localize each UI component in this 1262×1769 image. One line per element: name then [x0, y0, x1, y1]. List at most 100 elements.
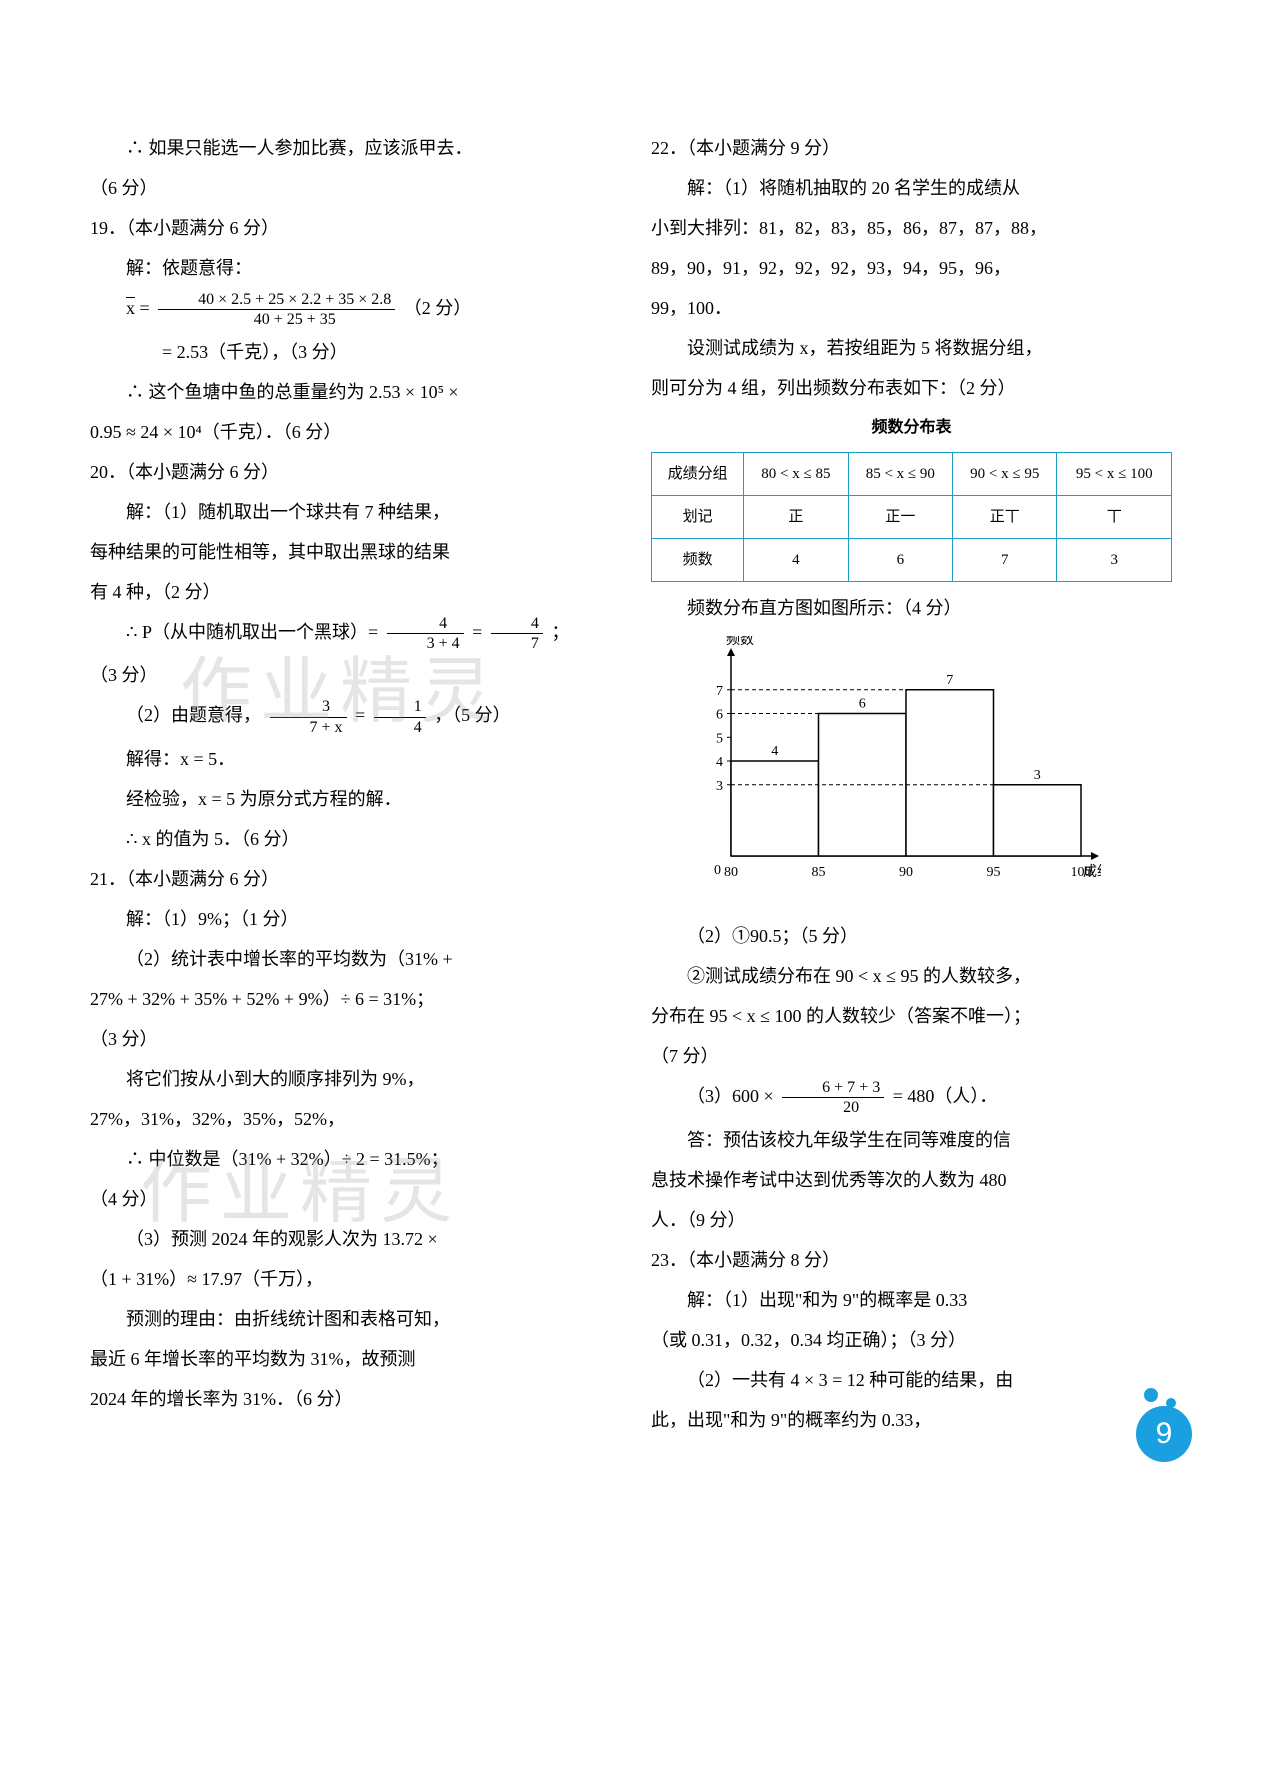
- text-line: 经检验，x = 5 为原分式方程的解．: [90, 781, 611, 817]
- formula-line: （3）600 × 6 + 7 + 3 20 = 480（人）．: [651, 1078, 1172, 1118]
- q19-heading: 19．（本小题满分 6 分）: [90, 210, 611, 246]
- frequency-table: 成绩分组 80 < x ≤ 85 85 < x ≤ 90 90 < x ≤ 95…: [651, 452, 1172, 582]
- table-header: 90 < x ≤ 95: [953, 453, 1057, 496]
- text-line: 解：（1）随机取出一个球共有 7 种结果，: [90, 494, 611, 530]
- text-line: （3 分）: [90, 1021, 611, 1057]
- formula-line: （2）由题意得， 3 7 + x = 1 4 ，（5 分）: [90, 697, 611, 737]
- table-row: 划记 正 正一 正丅 丅: [652, 496, 1172, 539]
- page-number-badge: 9: [1136, 1406, 1192, 1462]
- denominator: 3 + 4: [387, 634, 464, 653]
- svg-text:7: 7: [946, 673, 953, 688]
- text-line: （2）统计表中增长率的平均数为（31% +: [90, 941, 611, 977]
- svg-text:3: 3: [1034, 768, 1041, 783]
- svg-text:成绩/分: 成绩/分: [1083, 864, 1101, 880]
- formula-line: x = 40 × 2.5 + 25 × 2.2 + 35 × 2.8 40 + …: [90, 290, 611, 330]
- q23-heading: 23．（本小题满分 8 分）: [651, 1242, 1172, 1278]
- svg-text:频数: 频数: [726, 636, 754, 648]
- denominator: 7 + x: [270, 718, 347, 737]
- text-line: 将它们按从小到大的顺序排列为 9%，: [90, 1061, 611, 1097]
- fraction: 4 7: [491, 614, 543, 653]
- formula-suffix: = 480（人）．: [893, 1086, 998, 1106]
- q22-heading: 22．（本小题满分 9 分）: [651, 130, 1172, 166]
- denominator: 20: [782, 1098, 884, 1117]
- denominator: 40 + 25 + 35: [158, 310, 395, 329]
- svg-text:6: 6: [859, 697, 866, 712]
- svg-text:90: 90: [899, 865, 913, 880]
- svg-text:3: 3: [716, 779, 723, 794]
- svg-text:7: 7: [716, 684, 723, 699]
- fraction: 4 3 + 4: [387, 614, 464, 653]
- text-line: 人．（9 分）: [651, 1202, 1172, 1238]
- numerator: 4: [491, 614, 543, 634]
- text-line: （3）预测 2024 年的观影人次为 13.72 ×: [90, 1221, 611, 1257]
- text-line: ∴ 中位数是（31% + 32%）÷ 2 = 31.5%；: [90, 1141, 611, 1177]
- histogram-svg: 345674673808590951000频数成绩/分: [681, 636, 1101, 896]
- numerator: 3: [270, 697, 347, 717]
- formula-suffix: ；: [551, 622, 569, 642]
- fraction: 40 × 2.5 + 25 × 2.2 + 35 × 2.8 40 + 25 +…: [158, 290, 395, 329]
- svg-text:0: 0: [714, 863, 721, 878]
- right-column: 22．（本小题满分 9 分） 解：（1）将随机抽取的 20 名学生的成绩从 小到…: [651, 130, 1172, 1442]
- text-line: （2）①90.5；（5 分）: [651, 918, 1172, 954]
- histogram-chart: 345674673808590951000频数成绩/分: [681, 636, 1172, 908]
- svg-text:85: 85: [812, 865, 826, 880]
- formula-prefix: （2）由题意得，: [126, 705, 261, 725]
- text-line: 有 4 种，（2 分）: [90, 574, 611, 610]
- text-line: ②测试成绩分布在 90 < x ≤ 95 的人数较多，: [651, 958, 1172, 994]
- table-cell: 正: [744, 496, 848, 539]
- text-line: 99，100．: [651, 290, 1172, 326]
- text-line: （2）一共有 4 × 3 = 12 种可能的结果，由: [651, 1362, 1172, 1398]
- table-cell: 频数: [652, 539, 744, 582]
- fraction: 3 7 + x: [270, 697, 347, 736]
- table-title: 频数分布表: [651, 412, 1172, 444]
- svg-text:95: 95: [987, 865, 1001, 880]
- text-line: 解：（1）将随机抽取的 20 名学生的成绩从: [651, 170, 1172, 206]
- text-line: （6 分）: [90, 170, 611, 206]
- text-line: 解：（1）9%；（1 分）: [90, 901, 611, 937]
- text-line: 最近 6 年增长率的平均数为 31%，故预测: [90, 1341, 611, 1377]
- text-line: 则可分为 4 组，列出频数分布表如下：（2 分）: [651, 370, 1172, 406]
- text-line: 息技术操作考试中达到优秀等次的人数为 480: [651, 1162, 1172, 1198]
- table-header: 85 < x ≤ 90: [848, 453, 952, 496]
- two-column-layout: ∴ 如果只能选一人参加比赛，应该派甲去． （6 分） 19．（本小题满分 6 分…: [90, 130, 1172, 1442]
- text-line: （或 0.31，0.32，0.34 均正确）；（3 分）: [651, 1322, 1172, 1358]
- text-line: 频数分布直方图如图所示：（4 分）: [651, 590, 1172, 626]
- text-line: 设测试成绩为 x，若按组距为 5 将数据分组，: [651, 330, 1172, 366]
- text-line: ∴ x 的值为 5．（6 分）: [90, 821, 611, 857]
- text-line: 此，出现"和为 9"的概率约为 0.33，: [651, 1402, 1172, 1438]
- text-line: 预测的理由：由折线统计图和表格可知，: [90, 1301, 611, 1337]
- q20-heading: 20．（本小题满分 6 分）: [90, 454, 611, 490]
- q21-heading: 21．（本小题满分 6 分）: [90, 861, 611, 897]
- formula-prefix: （3）600 ×: [687, 1086, 778, 1106]
- equals: =: [472, 622, 487, 642]
- text-line: 分布在 95 < x ≤ 100 的人数较少（答案不唯一）；: [651, 998, 1172, 1034]
- fraction: 1 4: [374, 697, 426, 736]
- text-line: 27% + 32% + 35% + 52% + 9%）÷ 6 = 31%；: [90, 981, 611, 1017]
- table-cell: 划记: [652, 496, 744, 539]
- text-line: 答：预估该校九年级学生在同等难度的信: [651, 1122, 1172, 1158]
- text-line: ∴ 如果只能选一人参加比赛，应该派甲去．: [90, 130, 611, 166]
- numerator: 4: [387, 614, 464, 634]
- svg-text:4: 4: [716, 755, 723, 770]
- denominator: 7: [491, 634, 543, 653]
- equals: =: [355, 705, 370, 725]
- text-line: 解：（1）出现"和为 9"的概率是 0.33: [651, 1282, 1172, 1318]
- formula-line: ∴ P（从中随机取出一个黑球）= 4 3 + 4 = 4 7 ；: [90, 614, 611, 654]
- table-cell: 正一: [848, 496, 952, 539]
- table-cell: 正丅: [953, 496, 1057, 539]
- table-cell: 4: [744, 539, 848, 582]
- svg-text:6: 6: [716, 708, 723, 723]
- left-column: ∴ 如果只能选一人参加比赛，应该派甲去． （6 分） 19．（本小题满分 6 分…: [90, 130, 611, 1442]
- text-line: 小到大排列：81，82，83，85，86，87，87，88，: [651, 210, 1172, 246]
- table-header: 80 < x ≤ 85: [744, 453, 848, 496]
- text-line: （7 分）: [651, 1038, 1172, 1074]
- text-line: （4 分）: [90, 1181, 611, 1217]
- formula-suffix: ，（5 分）: [434, 705, 511, 725]
- svg-text:4: 4: [771, 744, 778, 759]
- denominator: 4: [374, 718, 426, 737]
- svg-text:80: 80: [724, 865, 738, 880]
- table-cell: 7: [953, 539, 1057, 582]
- text-line: 0.95 ≈ 24 × 10⁴（千克）．（6 分）: [90, 414, 611, 450]
- table-header: 成绩分组: [652, 453, 744, 496]
- fraction: 6 + 7 + 3 20: [782, 1078, 884, 1117]
